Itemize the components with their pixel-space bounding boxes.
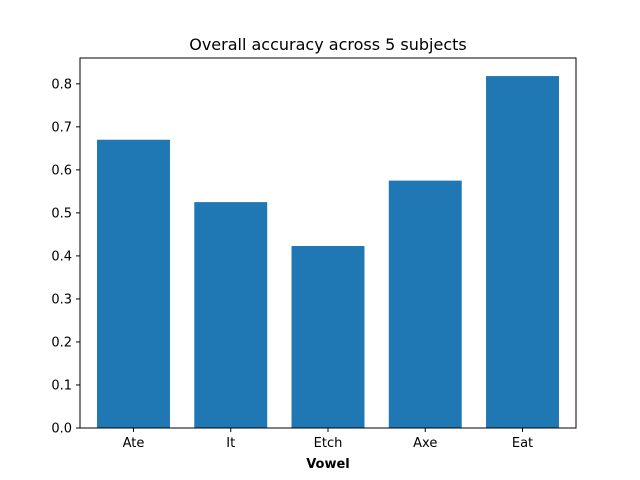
y-tick-label: 0.8 (51, 77, 72, 92)
x-tick-label: Etch (314, 436, 343, 451)
y-tick-label: 0.6 (51, 163, 72, 178)
y-tick-label: 0.2 (51, 335, 72, 350)
x-tick-label: Ate (123, 436, 145, 451)
bar-axe (388, 180, 462, 428)
x-tick-label: Axe (413, 436, 437, 451)
y-tick-label: 0.7 (51, 120, 72, 135)
y-axis: 0.0 0.1 0.2 0.3 0.4 0.5 0.6 0.7 0.8 (51, 77, 80, 437)
y-tick-label: 0.5 (51, 206, 72, 221)
bar-it (194, 202, 268, 428)
y-tick-label: 0.4 (51, 249, 72, 264)
x-tick-label: Eat (512, 436, 533, 451)
bar-eat (486, 76, 559, 429)
x-axis-label: Vowel (306, 457, 350, 472)
bar-etch (291, 246, 365, 428)
plot-frame (79, 57, 577, 429)
y-tick-label: 0.0 (51, 422, 72, 437)
x-axis: Ate It Etch Axe Eat (123, 428, 533, 451)
bar-ate (97, 139, 170, 428)
y-tick-label: 0.3 (51, 292, 72, 307)
bars-group (97, 76, 559, 429)
x-tick-label: It (226, 436, 235, 451)
chart-title: Overall accuracy across 5 subjects (189, 35, 467, 54)
y-tick-label: 0.1 (51, 378, 72, 393)
